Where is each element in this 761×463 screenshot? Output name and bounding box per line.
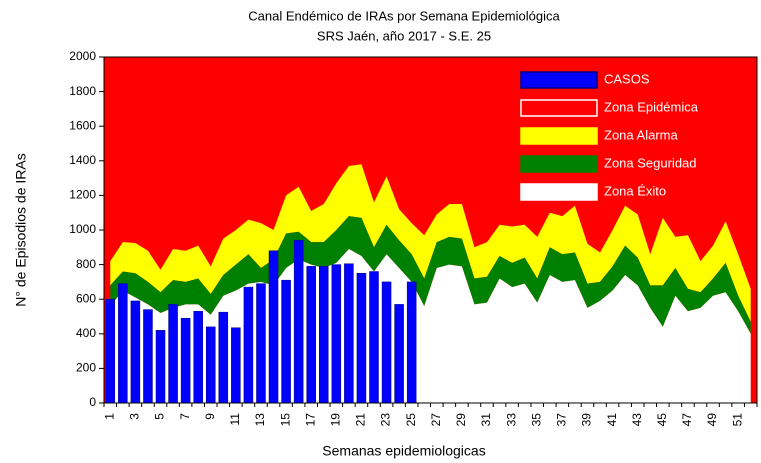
y-axis-label: N° de Episodios de IRAs — [13, 153, 29, 306]
legend-label: Zona Epidémica — [604, 99, 699, 114]
x-tick-label: 19 — [328, 413, 342, 427]
legend-swatch — [520, 99, 598, 117]
x-tick-label: 31 — [479, 413, 493, 427]
zone-area — [110, 164, 751, 322]
bar — [356, 273, 367, 404]
x-tick-label: 45 — [655, 413, 669, 427]
bar — [118, 283, 128, 404]
x-tick-label: 39 — [580, 413, 594, 427]
bar — [319, 266, 329, 404]
x-axis-label: Semanas epidemiologicas — [322, 443, 485, 459]
chart-subtitle: SRS Jaén, año 2017 - S.E. 25 — [317, 28, 491, 43]
x-tick-label: 25 — [404, 413, 418, 427]
bar — [155, 330, 166, 404]
x-tick-label: 1 — [102, 413, 116, 420]
bar — [218, 311, 229, 404]
legend-label: CASOS — [604, 71, 650, 86]
x-tick-label: 27 — [429, 413, 443, 427]
y-tick-label: 200 — [76, 361, 96, 375]
bar — [105, 298, 116, 404]
y-tick-label: 1800 — [69, 84, 96, 98]
x-tick-label: 47 — [680, 413, 694, 427]
legend-label: Zona Alarma — [604, 127, 678, 142]
bar — [205, 326, 216, 404]
x-tick-label: 33 — [504, 413, 518, 427]
x-tick-label: 15 — [278, 413, 292, 427]
legend-swatch — [520, 183, 598, 201]
bar — [293, 240, 304, 404]
bar — [143, 309, 153, 404]
x-tick-label: 23 — [379, 413, 393, 427]
x-tick-label: 7 — [178, 413, 192, 420]
chart-title: Canal Endémico de IRAs por Semana Epidem… — [248, 8, 560, 23]
x-tick-label: 11 — [228, 413, 242, 426]
y-tick-label: 400 — [76, 326, 96, 340]
x-tick-label: 43 — [630, 413, 644, 427]
x-tick-label: 21 — [354, 413, 368, 427]
bar — [394, 304, 404, 404]
bar — [344, 263, 354, 404]
y-tick-label: 1600 — [69, 118, 96, 132]
bar — [243, 286, 254, 404]
x-tick-label: 35 — [529, 413, 543, 427]
y-tick-label: 1000 — [69, 222, 96, 236]
y-tick-label: 2000 — [69, 49, 96, 63]
x-tick-label: 37 — [555, 413, 569, 427]
bar — [281, 279, 291, 404]
bar — [369, 271, 379, 404]
y-tick-label: 1200 — [69, 188, 96, 202]
bar — [256, 283, 266, 404]
bar — [231, 327, 241, 404]
x-tick-label: 51 — [730, 413, 744, 427]
bar — [268, 250, 279, 404]
bar — [193, 311, 203, 404]
bar — [168, 304, 178, 404]
y-tick-label: 800 — [76, 257, 96, 271]
bar — [331, 264, 342, 404]
bar — [306, 266, 316, 404]
x-tick-label: 49 — [705, 413, 719, 427]
legend-label: Zona Seguridad — [604, 155, 697, 170]
x-tick-label: 3 — [128, 413, 142, 420]
x-tick-label: 5 — [153, 413, 167, 420]
y-tick-label: 600 — [76, 291, 96, 305]
legend-swatch — [520, 155, 598, 173]
legend-swatch — [520, 71, 598, 89]
x-tick-label: 17 — [303, 413, 317, 427]
bar — [406, 281, 417, 404]
bar — [130, 300, 141, 404]
zone-area — [110, 216, 751, 334]
x-tick-label: 9 — [203, 413, 217, 420]
legend-label: Zona Éxito — [604, 183, 666, 198]
bar — [381, 281, 392, 404]
bar — [180, 317, 191, 404]
y-tick-label: 1400 — [69, 153, 96, 167]
legend-swatch — [520, 127, 598, 145]
y-tick-label: 0 — [89, 395, 96, 409]
x-tick-label: 29 — [454, 413, 468, 427]
x-tick-label: 41 — [605, 413, 619, 427]
x-tick-label: 13 — [253, 413, 267, 427]
